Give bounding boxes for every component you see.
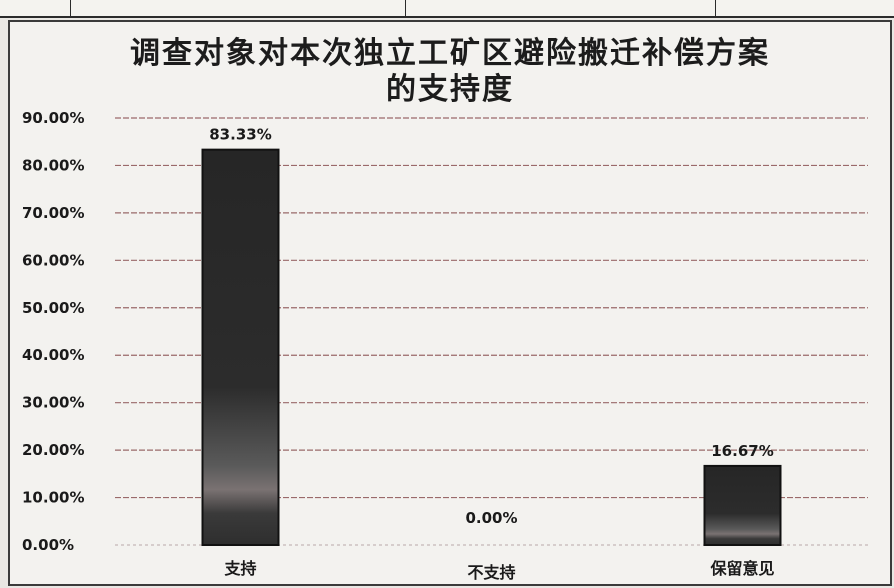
data-label: 0.00% <box>465 509 517 527</box>
bar <box>703 464 782 547</box>
y-tick-label: 60.00% <box>22 251 84 269</box>
category-label: 保留意见 <box>709 559 774 578</box>
bar <box>201 148 280 546</box>
category-label: 不支持 <box>467 563 515 582</box>
y-tick-label: 30.00% <box>22 394 84 412</box>
y-tick-label: 90.00% <box>22 109 84 127</box>
y-tick-label: 70.00% <box>22 204 84 222</box>
category-label: 支持 <box>223 559 256 578</box>
y-tick-label: 80.00% <box>22 156 84 174</box>
data-label: 16.67% <box>711 442 773 460</box>
table-border-top <box>0 0 894 18</box>
y-tick-label: 20.00% <box>22 441 84 459</box>
y-tick-label: 10.00% <box>22 489 84 507</box>
table-cell-divider <box>405 0 406 16</box>
y-tick-label: 50.00% <box>22 299 84 317</box>
data-label: 83.33% <box>209 126 271 144</box>
chart-title-line-2: 的支持度 <box>386 72 514 107</box>
chart-title-line-1: 调查对象对本次独立工矿区避险搬迁补偿方案 <box>130 36 770 71</box>
y-tick-label: 40.00% <box>22 346 84 364</box>
y-tick-label: 0.00% <box>22 536 74 554</box>
table-cell-divider <box>70 0 71 16</box>
table-cell-divider <box>715 0 716 16</box>
